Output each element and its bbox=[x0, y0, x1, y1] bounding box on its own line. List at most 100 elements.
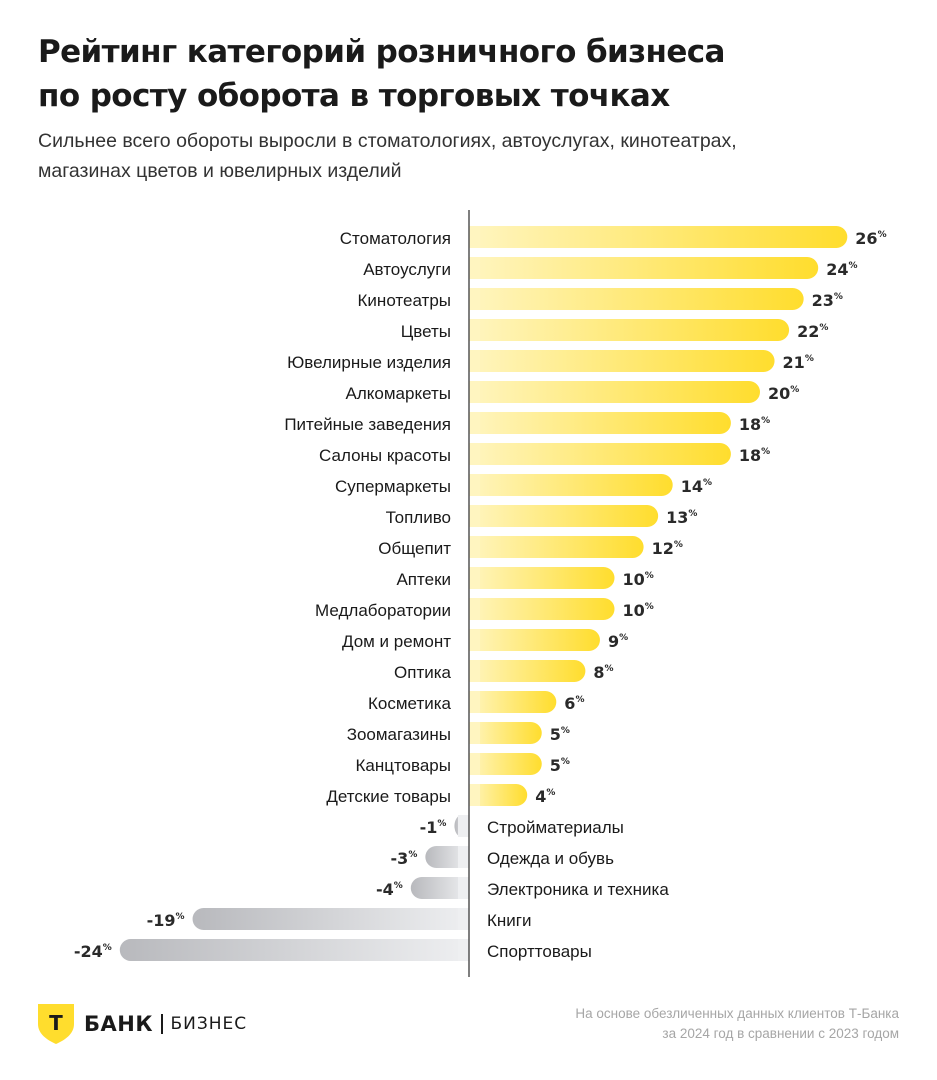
bar-12 bbox=[469, 598, 615, 620]
value-label-11: 10% bbox=[623, 570, 654, 589]
bar-base-16 bbox=[469, 722, 480, 744]
category-label-22: Книги bbox=[487, 911, 531, 930]
bar-14 bbox=[469, 660, 586, 682]
value-label-6: 18% bbox=[739, 415, 770, 434]
value-label-2: 23% bbox=[812, 291, 843, 310]
brand-divider bbox=[161, 1014, 163, 1034]
value-label-19: -1% bbox=[420, 818, 447, 837]
bar-base-20 bbox=[458, 846, 469, 868]
value-label-18: 4% bbox=[535, 787, 555, 806]
bar-18 bbox=[469, 784, 528, 806]
bar-6 bbox=[469, 412, 731, 434]
title-line-1: Рейтинг категорий розничного бизнеса bbox=[38, 34, 725, 70]
bar-base-13 bbox=[469, 629, 480, 651]
category-label-18: Детские товары bbox=[326, 787, 451, 806]
value-label-9: 13% bbox=[666, 508, 697, 527]
bar-11 bbox=[469, 567, 615, 589]
category-label-21: Электроника и техника bbox=[487, 880, 669, 899]
category-label-7: Салоны красоты bbox=[319, 446, 451, 465]
bar-base-7 bbox=[469, 443, 480, 465]
bar-chart: Стоматология 26% Автоуслуги 24% Кинотеатры 23… bbox=[74, 210, 887, 977]
category-label-6: Питейные заведения bbox=[284, 415, 451, 434]
bar-10 bbox=[469, 536, 644, 558]
bar-base-8 bbox=[469, 474, 480, 496]
category-label-1: Автоуслуги bbox=[363, 260, 451, 279]
source-note: На основе обезличенных данных клиентов Т… bbox=[575, 1004, 899, 1044]
source-note-line-2: за 2024 год в сравнении с 2023 годом bbox=[662, 1026, 899, 1041]
value-label-0: 26% bbox=[855, 229, 886, 248]
value-label-13: 9% bbox=[608, 632, 628, 651]
bar-0 bbox=[469, 226, 848, 248]
bar-base-2 bbox=[469, 288, 480, 310]
category-label-11: Аптеки bbox=[396, 570, 451, 589]
category-label-2: Кинотеатры bbox=[358, 291, 451, 310]
category-label-19: Стройматериалы bbox=[487, 818, 624, 837]
bar-base-21 bbox=[458, 877, 469, 899]
bar-7 bbox=[469, 443, 731, 465]
bar-base-11 bbox=[469, 567, 480, 589]
bar-base-23 bbox=[458, 939, 469, 961]
value-label-17: 5% bbox=[550, 756, 570, 775]
subtitle-line-1: Сильнее всего обороты выросли в стоматол… bbox=[38, 130, 737, 152]
value-label-5: 20% bbox=[768, 384, 799, 403]
bar-21 bbox=[410, 877, 469, 899]
category-label-9: Топливо bbox=[386, 508, 451, 527]
value-label-3: 22% bbox=[797, 322, 828, 341]
value-label-12: 10% bbox=[623, 601, 654, 620]
category-label-15: Косметика bbox=[368, 694, 452, 713]
bar-9 bbox=[469, 505, 659, 527]
value-label-16: 5% bbox=[550, 725, 570, 744]
bar-22 bbox=[192, 908, 470, 930]
bar-base-1 bbox=[469, 257, 480, 279]
category-label-8: Супермаркеты bbox=[335, 477, 451, 496]
value-label-23: -24% bbox=[74, 942, 112, 961]
value-label-15: 6% bbox=[564, 694, 584, 713]
value-label-7: 18% bbox=[739, 446, 770, 465]
bars-layer: Стоматология 26% Автоуслуги 24% Кинотеатры 23… bbox=[74, 226, 887, 961]
bar-1 bbox=[469, 257, 819, 279]
value-label-14: 8% bbox=[593, 663, 613, 682]
category-label-20: Одежда и обувь bbox=[487, 849, 614, 868]
chart-subtitle: Сильнее всего обороты выросли в стоматол… bbox=[38, 126, 898, 186]
category-label-14: Оптика bbox=[394, 663, 452, 682]
bar-base-5 bbox=[469, 381, 480, 403]
bar-17 bbox=[469, 753, 542, 775]
bar-15 bbox=[469, 691, 557, 713]
bar-3 bbox=[469, 319, 790, 341]
category-label-10: Общепит bbox=[378, 539, 451, 558]
bar-base-3 bbox=[469, 319, 480, 341]
category-label-16: Зоомагазины bbox=[347, 725, 451, 744]
value-label-8: 14% bbox=[681, 477, 712, 496]
bar-23 bbox=[119, 939, 470, 961]
category-label-23: Спорттовары bbox=[487, 942, 592, 961]
logo-letter: Т bbox=[49, 1011, 63, 1035]
category-label-12: Медлаборатории bbox=[315, 601, 451, 620]
bar-8 bbox=[469, 474, 673, 496]
value-label-10: 12% bbox=[652, 539, 683, 558]
subtitle-line-2: магазинах цветов и ювелирных изделий bbox=[38, 160, 402, 182]
value-label-1: 24% bbox=[826, 260, 857, 279]
bar-base-18 bbox=[469, 784, 480, 806]
bar-base-6 bbox=[469, 412, 480, 434]
bar-base-12 bbox=[469, 598, 480, 620]
bar-2 bbox=[469, 288, 804, 310]
bar-base-22 bbox=[458, 908, 469, 930]
value-label-21: -4% bbox=[376, 880, 403, 899]
bar-4 bbox=[469, 350, 775, 372]
brand-subname: БИЗНЕС bbox=[170, 1014, 248, 1034]
category-label-0: Стоматология bbox=[340, 229, 451, 248]
bar-base-19 bbox=[458, 815, 469, 837]
title-line-2: по росту оборота в торговых точках bbox=[38, 78, 670, 114]
chart-title: Рейтинг категорий розничного бизнеса по … bbox=[38, 30, 898, 118]
bar-base-0 bbox=[469, 226, 480, 248]
brand-logo: Т БАНК БИЗНЕС bbox=[38, 1004, 247, 1044]
bar-base-9 bbox=[469, 505, 480, 527]
brand-name: БАНК bbox=[84, 1012, 153, 1036]
bar-base-15 bbox=[469, 691, 480, 713]
bar-base-14 bbox=[469, 660, 480, 682]
source-note-line-1: На основе обезличенных данных клиентов Т… bbox=[575, 1006, 899, 1021]
category-label-17: Канцтовары bbox=[355, 756, 451, 775]
bar-5 bbox=[469, 381, 760, 403]
value-label-4: 21% bbox=[783, 353, 814, 372]
shield-logo-icon: Т bbox=[38, 1004, 74, 1044]
